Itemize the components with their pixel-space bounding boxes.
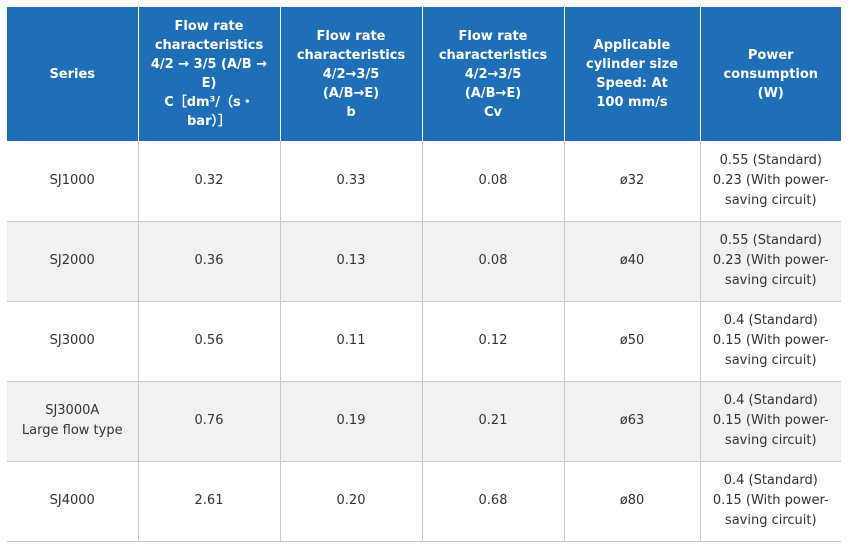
cell-power: 0.55 (Standard) 0.23 (With power- saving…: [700, 221, 841, 302]
header-flow-b: Flow rate characteristics 4/2→3/5 (A/B→E…: [280, 7, 423, 141]
cell-cv: 0.21: [422, 381, 565, 462]
header-line: Flow rate: [458, 28, 528, 44]
power-line: 0.4 (Standard): [723, 393, 818, 408]
header-series: Series: [7, 7, 139, 141]
table-row: SJ4000 2.61 0.20 0.68 ø80 0.4 (Standard)…: [7, 461, 841, 542]
header-line: Cv: [483, 104, 502, 120]
cell-c: 2.61: [138, 461, 281, 542]
table-header: Series Flow rate characteristics 4/2 → 3…: [7, 7, 841, 141]
cell-series: SJ1000: [7, 141, 139, 222]
series-subtype: Large flow type: [21, 423, 123, 438]
cell-power: 0.4 (Standard) 0.15 (With power- saving …: [700, 461, 841, 542]
header-line: 100 mm/s: [596, 95, 668, 110]
header-line: consumption: [723, 66, 819, 82]
power-line: 0.4 (Standard): [723, 473, 818, 488]
cell-cylinder: ø32: [564, 141, 701, 222]
cell-b: 0.11: [280, 301, 423, 382]
cell-power: 0.55 (Standard) 0.23 (With power- saving…: [700, 141, 841, 222]
header-line: (W): [757, 85, 784, 101]
cell-cv: 0.12: [422, 301, 565, 382]
cell-cv: 0.08: [422, 141, 565, 222]
power-line: saving circuit): [724, 513, 817, 528]
header-line: characteristics: [438, 47, 548, 63]
power-line: saving circuit): [724, 192, 817, 208]
spec-table-container: Series Flow rate characteristics 4/2 → 3…: [7, 7, 841, 542]
series-name: SJ4000: [49, 493, 95, 508]
table-row: SJ1000 0.32 0.33 0.08 ø32 0.55 (Standard…: [7, 141, 841, 222]
header-line: E): [201, 76, 217, 91]
cell-cylinder: ø40: [564, 221, 701, 302]
cell-c: 0.32: [138, 141, 281, 222]
cell-b: 0.20: [280, 461, 423, 542]
cell-c: 0.76: [138, 381, 281, 462]
cell-cylinder: ø50: [564, 301, 701, 382]
power-line: saving circuit): [724, 273, 817, 288]
header-line: (A/B→E): [464, 85, 522, 101]
header-line: bar）］: [187, 114, 231, 129]
cell-power: 0.4 (Standard) 0.15 (With power- saving …: [700, 301, 841, 382]
header-line: C［dm³/（s・: [164, 95, 254, 110]
power-line: 0.23 (With power-: [712, 253, 829, 268]
header-line: characteristics: [154, 38, 264, 53]
series-name: SJ3000A: [45, 403, 100, 418]
cell-series: SJ3000: [7, 301, 139, 382]
header-line: Flow rate: [316, 28, 386, 44]
header-line: Applicable: [593, 38, 671, 53]
cell-series: SJ3000A Large flow type: [7, 381, 139, 462]
header-line: Series: [49, 66, 96, 82]
table-row: SJ2000 0.36 0.13 0.08 ø40 0.55 (Standard…: [7, 221, 841, 302]
power-line: 0.4 (Standard): [723, 313, 818, 328]
header-line: Power: [747, 47, 794, 63]
series-name: SJ1000: [49, 172, 95, 188]
table-body: SJ1000 0.32 0.33 0.08 ø32 0.55 (Standard…: [7, 141, 841, 542]
cell-b: 0.19: [280, 381, 423, 462]
header-line: 4/2 → 3/5 (A/B →: [150, 57, 268, 72]
header-flow-c: Flow rate characteristics 4/2 → 3/5 (A/B…: [138, 7, 281, 141]
header-line: Flow rate: [174, 19, 244, 34]
power-line: 0.55 (Standard): [719, 233, 822, 248]
cell-cv: 0.08: [422, 221, 565, 302]
cell-cv: 0.68: [422, 461, 565, 542]
cell-b: 0.13: [280, 221, 423, 302]
header-line: characteristics: [296, 47, 406, 63]
cell-c: 0.56: [138, 301, 281, 382]
table-row: SJ3000 0.56 0.11 0.12 ø50 0.4 (Standard)…: [7, 301, 841, 382]
power-line: 0.15 (With power-: [712, 493, 829, 508]
header-line: b: [346, 104, 356, 120]
cell-b: 0.33: [280, 141, 423, 222]
series-name: SJ2000: [49, 253, 95, 268]
cell-c: 0.36: [138, 221, 281, 302]
cell-series: SJ4000: [7, 461, 139, 542]
power-line: 0.55 (Standard): [719, 152, 822, 168]
header-line: 4/2→3/5: [464, 66, 522, 82]
header-line: Speed: At: [596, 76, 668, 91]
header-line: 4/2→3/5: [322, 66, 380, 82]
table-row: SJ3000A Large flow type 0.76 0.19 0.21 ø…: [7, 381, 841, 462]
power-line: saving circuit): [724, 353, 817, 368]
power-line: 0.15 (With power-: [712, 333, 829, 348]
series-name: SJ3000: [49, 333, 95, 348]
header-line: cylinder size: [586, 57, 678, 72]
power-line: 0.15 (With power-: [712, 413, 829, 428]
header-cylinder-size: Applicable cylinder size Speed: At 100 m…: [564, 7, 701, 141]
header-row: Series Flow rate characteristics 4/2 → 3…: [7, 7, 841, 141]
header-power-consumption: Power consumption (W): [700, 7, 841, 141]
header-flow-cv: Flow rate characteristics 4/2→3/5 (A/B→E…: [422, 7, 565, 141]
power-line: saving circuit): [724, 433, 817, 448]
cell-cylinder: ø63: [564, 381, 701, 462]
spec-table: Series Flow rate characteristics 4/2 → 3…: [7, 7, 841, 542]
power-line: 0.23 (With power-: [712, 172, 829, 188]
cell-power: 0.4 (Standard) 0.15 (With power- saving …: [700, 381, 841, 462]
cell-series: SJ2000: [7, 221, 139, 302]
header-line: (A/B→E): [322, 85, 380, 101]
cell-cylinder: ø80: [564, 461, 701, 542]
